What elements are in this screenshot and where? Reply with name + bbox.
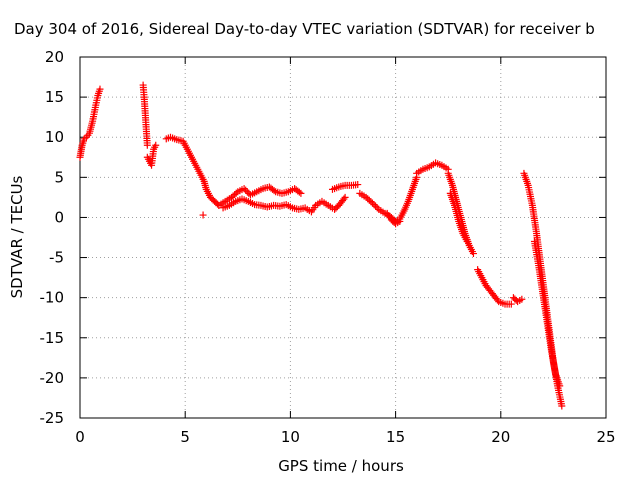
data-point — [518, 295, 526, 303]
data-point — [367, 198, 375, 206]
y-tick-label: -10 — [40, 289, 65, 307]
data-point — [295, 188, 303, 196]
y-tick-label: 10 — [45, 128, 64, 146]
y-tick-label: -25 — [40, 409, 65, 427]
y-tick-label: -20 — [40, 369, 65, 387]
data-point — [556, 382, 564, 390]
y-tick-label: 5 — [54, 168, 64, 186]
y-axis-label: SDTVAR / TECUs — [8, 175, 26, 298]
x-axis-label: GPS time / hours — [278, 457, 404, 475]
data-point — [373, 204, 381, 212]
data-point — [199, 211, 207, 219]
data-point — [370, 201, 378, 209]
data-point — [372, 202, 380, 210]
y-tick-label: 0 — [54, 208, 64, 226]
data-points — [76, 81, 566, 410]
x-tick-label: 15 — [386, 428, 405, 446]
data-point — [240, 185, 248, 193]
data-point — [243, 188, 251, 196]
y-tick-label: -15 — [40, 329, 65, 347]
chart-title: Day 304 of 2016, Sidereal Day-to-day VTE… — [14, 20, 595, 38]
x-tick-label: 5 — [180, 428, 190, 446]
data-point — [96, 85, 104, 93]
data-point — [143, 141, 151, 149]
data-point — [297, 189, 305, 197]
x-tick-label: 20 — [491, 428, 510, 446]
data-point — [340, 195, 348, 203]
x-tick-label: 0 — [75, 428, 85, 446]
data-point — [558, 402, 566, 410]
y-tick-label: 15 — [45, 88, 64, 106]
x-tick-label: 25 — [596, 428, 615, 446]
y-tick-label: -5 — [49, 249, 64, 267]
data-point — [242, 186, 250, 194]
y-tick-label: 20 — [45, 48, 64, 66]
data-point — [507, 300, 515, 308]
data-point — [463, 238, 471, 246]
data-point — [396, 217, 404, 225]
data-point — [469, 250, 477, 258]
data-point — [354, 181, 362, 189]
data-point — [368, 199, 376, 207]
plot-frame — [79, 56, 607, 419]
data-point — [341, 193, 349, 201]
x-tick-label: 10 — [281, 428, 300, 446]
data-point — [270, 187, 278, 195]
grid — [80, 57, 606, 418]
data-point — [152, 141, 160, 149]
axis-ticks: 0 5 10 15 20 25 20 15 10 5 0 -5 -10 -15 -20 -25 — [40, 48, 616, 446]
data-point — [232, 189, 240, 197]
